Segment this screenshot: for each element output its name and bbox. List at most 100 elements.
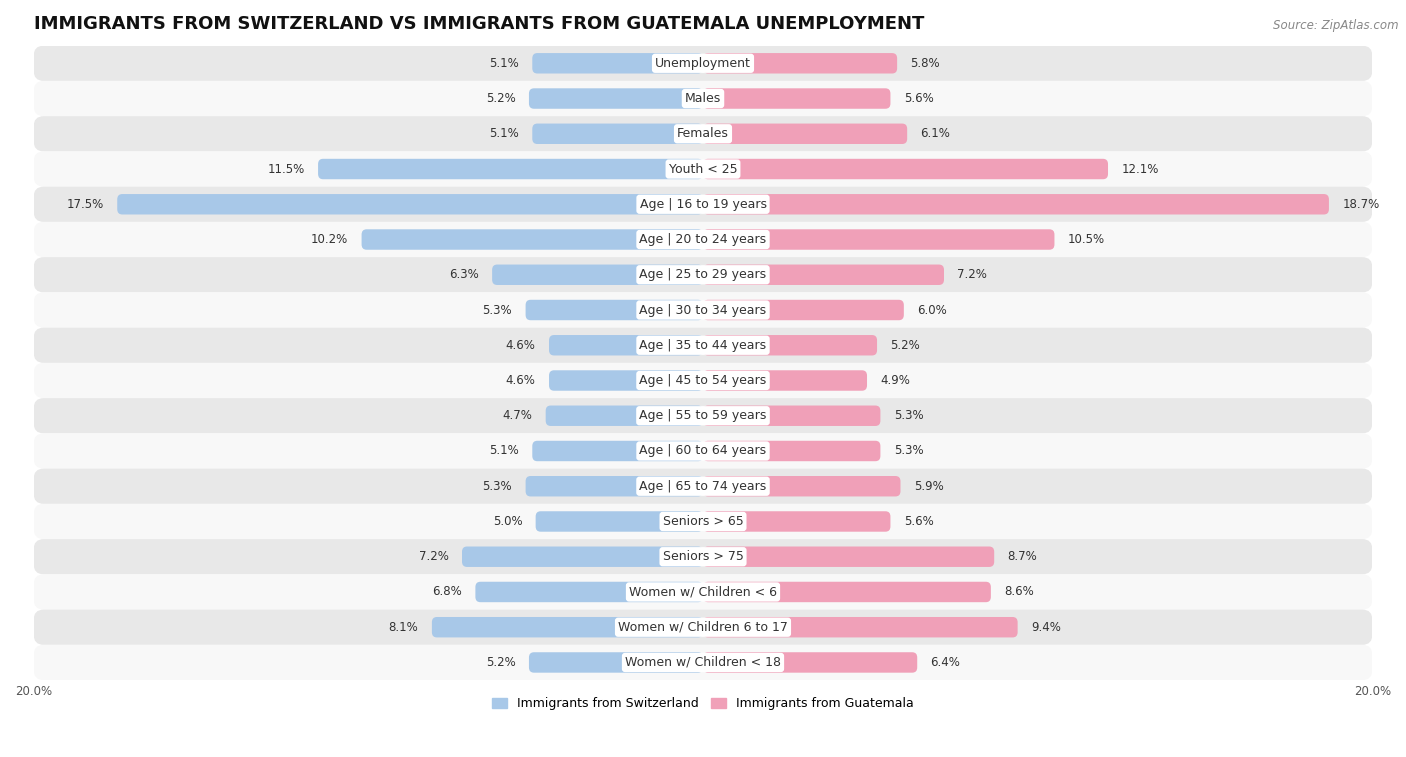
FancyBboxPatch shape xyxy=(703,547,994,567)
Text: 5.2%: 5.2% xyxy=(486,92,516,105)
FancyBboxPatch shape xyxy=(703,653,917,673)
FancyBboxPatch shape xyxy=(703,476,900,497)
FancyBboxPatch shape xyxy=(34,151,1372,187)
Text: 6.0%: 6.0% xyxy=(917,304,948,316)
FancyBboxPatch shape xyxy=(475,581,703,602)
FancyBboxPatch shape xyxy=(703,264,943,285)
Text: 5.2%: 5.2% xyxy=(890,338,920,352)
Text: 8.7%: 8.7% xyxy=(1008,550,1038,563)
Text: 10.5%: 10.5% xyxy=(1067,233,1105,246)
Text: Age | 16 to 19 years: Age | 16 to 19 years xyxy=(640,198,766,210)
FancyBboxPatch shape xyxy=(703,89,890,109)
FancyBboxPatch shape xyxy=(34,504,1372,539)
Text: 5.2%: 5.2% xyxy=(486,656,516,669)
FancyBboxPatch shape xyxy=(703,123,907,144)
Text: 8.6%: 8.6% xyxy=(1004,585,1033,599)
FancyBboxPatch shape xyxy=(533,123,703,144)
Text: Age | 45 to 54 years: Age | 45 to 54 years xyxy=(640,374,766,387)
FancyBboxPatch shape xyxy=(34,575,1372,609)
FancyBboxPatch shape xyxy=(34,398,1372,433)
FancyBboxPatch shape xyxy=(34,328,1372,363)
Text: 17.5%: 17.5% xyxy=(66,198,104,210)
FancyBboxPatch shape xyxy=(34,222,1372,257)
Text: 4.9%: 4.9% xyxy=(880,374,910,387)
Text: 7.2%: 7.2% xyxy=(957,268,987,282)
Text: 10.2%: 10.2% xyxy=(311,233,349,246)
FancyBboxPatch shape xyxy=(703,53,897,73)
Text: 5.3%: 5.3% xyxy=(482,304,512,316)
FancyBboxPatch shape xyxy=(34,45,1372,81)
FancyBboxPatch shape xyxy=(34,292,1372,328)
Text: 12.1%: 12.1% xyxy=(1122,163,1159,176)
FancyBboxPatch shape xyxy=(117,194,703,214)
Text: 5.0%: 5.0% xyxy=(492,515,522,528)
Text: Males: Males xyxy=(685,92,721,105)
FancyBboxPatch shape xyxy=(361,229,703,250)
Text: 5.3%: 5.3% xyxy=(894,444,924,457)
Text: 6.1%: 6.1% xyxy=(921,127,950,140)
Text: 5.1%: 5.1% xyxy=(489,57,519,70)
FancyBboxPatch shape xyxy=(432,617,703,637)
FancyBboxPatch shape xyxy=(703,511,890,531)
FancyBboxPatch shape xyxy=(529,653,703,673)
Text: 7.2%: 7.2% xyxy=(419,550,449,563)
Text: 5.9%: 5.9% xyxy=(914,480,943,493)
Text: 4.6%: 4.6% xyxy=(506,374,536,387)
Text: 6.4%: 6.4% xyxy=(931,656,960,669)
Text: Women w/ Children 6 to 17: Women w/ Children 6 to 17 xyxy=(619,621,787,634)
FancyBboxPatch shape xyxy=(536,511,703,531)
FancyBboxPatch shape xyxy=(526,476,703,497)
Text: Women w/ Children < 18: Women w/ Children < 18 xyxy=(626,656,780,669)
Text: Age | 25 to 29 years: Age | 25 to 29 years xyxy=(640,268,766,282)
Text: 5.3%: 5.3% xyxy=(894,410,924,422)
Text: 5.1%: 5.1% xyxy=(489,444,519,457)
FancyBboxPatch shape xyxy=(492,264,703,285)
Text: Age | 55 to 59 years: Age | 55 to 59 years xyxy=(640,410,766,422)
Text: 11.5%: 11.5% xyxy=(267,163,305,176)
Text: Age | 20 to 24 years: Age | 20 to 24 years xyxy=(640,233,766,246)
Text: Seniors > 75: Seniors > 75 xyxy=(662,550,744,563)
Text: Age | 30 to 34 years: Age | 30 to 34 years xyxy=(640,304,766,316)
FancyBboxPatch shape xyxy=(34,609,1372,645)
FancyBboxPatch shape xyxy=(529,89,703,109)
Text: Age | 65 to 74 years: Age | 65 to 74 years xyxy=(640,480,766,493)
Text: 5.8%: 5.8% xyxy=(911,57,941,70)
FancyBboxPatch shape xyxy=(703,370,868,391)
Text: Age | 35 to 44 years: Age | 35 to 44 years xyxy=(640,338,766,352)
Text: 5.3%: 5.3% xyxy=(482,480,512,493)
Text: Youth < 25: Youth < 25 xyxy=(669,163,737,176)
Text: Women w/ Children < 6: Women w/ Children < 6 xyxy=(628,585,778,599)
FancyBboxPatch shape xyxy=(533,441,703,461)
Legend: Immigrants from Switzerland, Immigrants from Guatemala: Immigrants from Switzerland, Immigrants … xyxy=(486,692,920,715)
Text: Age | 60 to 64 years: Age | 60 to 64 years xyxy=(640,444,766,457)
FancyBboxPatch shape xyxy=(703,194,1329,214)
Text: 5.1%: 5.1% xyxy=(489,127,519,140)
FancyBboxPatch shape xyxy=(34,81,1372,116)
FancyBboxPatch shape xyxy=(703,406,880,426)
Text: Unemployment: Unemployment xyxy=(655,57,751,70)
Text: 6.3%: 6.3% xyxy=(449,268,478,282)
FancyBboxPatch shape xyxy=(526,300,703,320)
Text: 9.4%: 9.4% xyxy=(1031,621,1062,634)
FancyBboxPatch shape xyxy=(546,406,703,426)
FancyBboxPatch shape xyxy=(548,370,703,391)
FancyBboxPatch shape xyxy=(703,441,880,461)
Text: 5.6%: 5.6% xyxy=(904,515,934,528)
Text: Seniors > 65: Seniors > 65 xyxy=(662,515,744,528)
Text: 6.8%: 6.8% xyxy=(432,585,463,599)
FancyBboxPatch shape xyxy=(463,547,703,567)
Text: 5.6%: 5.6% xyxy=(904,92,934,105)
FancyBboxPatch shape xyxy=(34,645,1372,680)
FancyBboxPatch shape xyxy=(703,617,1018,637)
Text: IMMIGRANTS FROM SWITZERLAND VS IMMIGRANTS FROM GUATEMALA UNEMPLOYMENT: IMMIGRANTS FROM SWITZERLAND VS IMMIGRANT… xyxy=(34,15,924,33)
FancyBboxPatch shape xyxy=(34,469,1372,504)
FancyBboxPatch shape xyxy=(703,229,1054,250)
Text: 4.7%: 4.7% xyxy=(502,410,533,422)
FancyBboxPatch shape xyxy=(703,300,904,320)
FancyBboxPatch shape xyxy=(34,363,1372,398)
Text: Source: ZipAtlas.com: Source: ZipAtlas.com xyxy=(1274,19,1399,32)
FancyBboxPatch shape xyxy=(34,539,1372,575)
FancyBboxPatch shape xyxy=(34,187,1372,222)
FancyBboxPatch shape xyxy=(703,581,991,602)
Text: 8.1%: 8.1% xyxy=(388,621,419,634)
